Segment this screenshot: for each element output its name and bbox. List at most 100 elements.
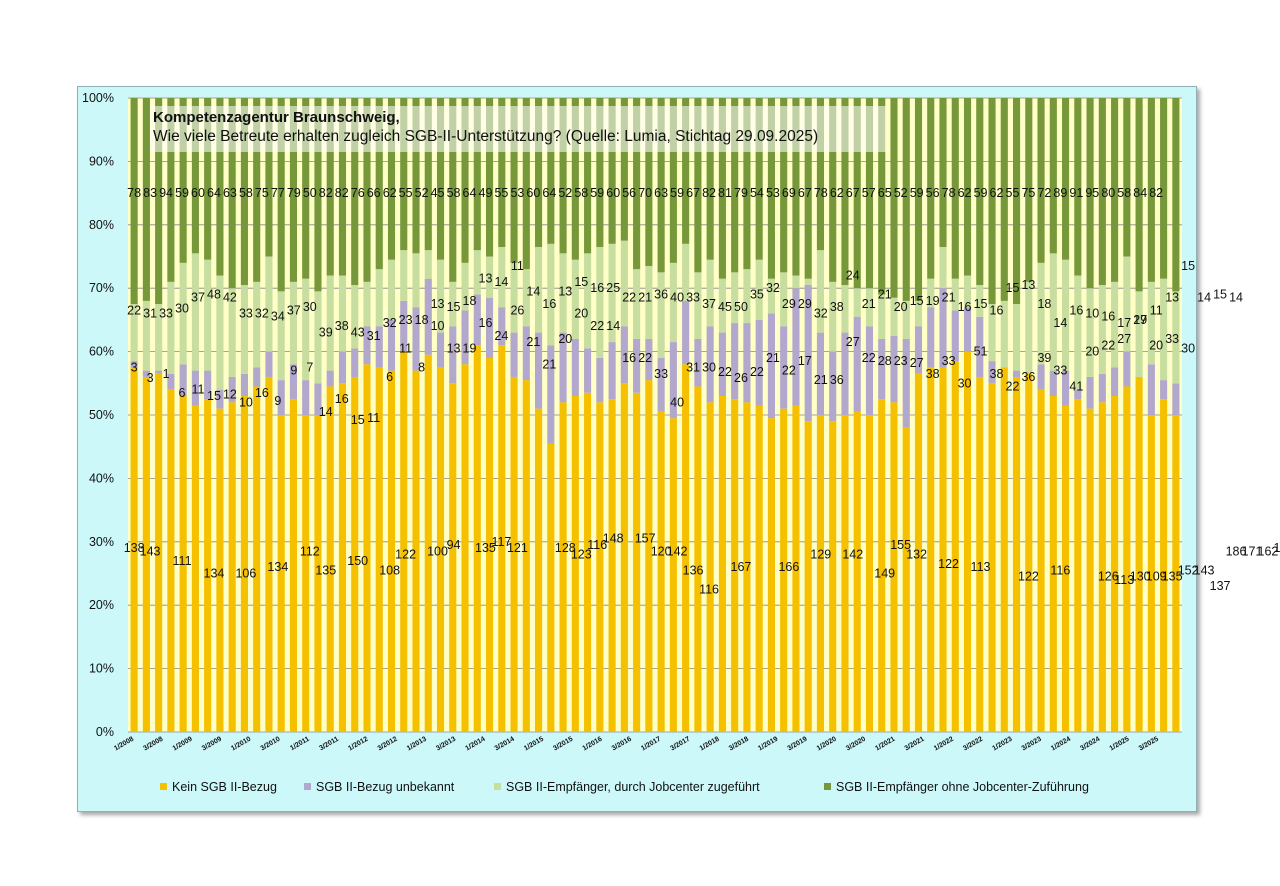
- bar-segment-ohne: [914, 98, 923, 301]
- data-label: 22: [1101, 338, 1115, 352]
- data-label: 15: [1181, 259, 1195, 273]
- data-label: 64: [207, 186, 221, 200]
- data-label: 83: [143, 186, 157, 200]
- bar-segment-jobcenter: [767, 278, 775, 314]
- bar-segment-jobcenter: [645, 266, 653, 339]
- y-tick-label: 50%: [89, 408, 114, 422]
- data-label: 20: [558, 332, 572, 346]
- bar-segment-jobcenter: [792, 275, 800, 289]
- bar-segment-ohne: [302, 98, 310, 279]
- bar-segment-jobcenter: [216, 275, 224, 390]
- bar-segment-kein: [559, 402, 567, 732]
- bar-segment-ohne: [130, 98, 138, 305]
- bar-segment-unbekannt: [608, 342, 616, 400]
- data-label: 21: [878, 288, 892, 302]
- data-label: 38: [335, 319, 349, 333]
- data-label: 23: [399, 313, 413, 327]
- bar-segment-kein: [289, 399, 298, 732]
- bar-segment-jobcenter: [461, 262, 469, 311]
- bar-segment-ohne: [1135, 98, 1143, 292]
- chart-subtitle: Wie viele Betreute erhalten zugleich SGB…: [153, 128, 819, 145]
- bar-segment-jobcenter: [976, 285, 984, 317]
- legend-item-unbekannt: SGB II-Bezug unbekannt: [304, 780, 454, 794]
- bar-segment-ohne: [498, 98, 506, 247]
- bar-segment-jobcenter: [1098, 285, 1106, 374]
- bar-segment-kein: [620, 383, 628, 732]
- bar-segment-jobcenter: [449, 281, 457, 327]
- bar-segment-ohne: [228, 98, 236, 289]
- bar-segment-kein: [878, 399, 886, 732]
- bar-segment-ohne: [633, 98, 641, 270]
- data-label: 135: [475, 541, 496, 555]
- data-label: 65: [878, 186, 892, 200]
- bar-segment-jobcenter: [1012, 304, 1021, 371]
- bar-segment-ohne: [363, 98, 371, 282]
- data-label: 129: [810, 547, 831, 561]
- bar-segment-unbekannt: [767, 313, 775, 419]
- bar-segment-ohne: [351, 98, 359, 286]
- bar-segment-jobcenter: [228, 288, 236, 377]
- bar-segment-kein: [216, 408, 224, 732]
- bar-segment-ohne: [669, 98, 677, 263]
- data-label: 54: [750, 186, 764, 200]
- bar-segment-kein: [731, 399, 739, 732]
- data-label: 22: [622, 291, 636, 305]
- bar-segment-unbekannt: [265, 351, 273, 377]
- bar-segment-ohne: [706, 98, 714, 260]
- bar-segment-unbekannt: [914, 326, 923, 374]
- bar-segment-unbekannt: [167, 373, 175, 390]
- data-label: 30: [702, 360, 716, 374]
- data-label: 37: [287, 303, 301, 317]
- bar-segment-unbekannt: [216, 389, 224, 409]
- bar-segment-jobcenter: [669, 262, 677, 343]
- bar-segment-unbekannt: [1074, 389, 1082, 400]
- bar-segment-jobcenter: [326, 275, 334, 371]
- data-label: 13: [558, 284, 572, 298]
- bar-segment-kein: [1049, 395, 1057, 732]
- data-label: 70: [638, 186, 652, 200]
- bar-segment-kein: [191, 405, 199, 732]
- bar-segment-unbekannt: [253, 367, 261, 387]
- data-label: 40: [670, 395, 684, 409]
- data-label: 13: [447, 341, 461, 355]
- bar-segment-ohne: [645, 98, 653, 267]
- bar-segment-unbekannt: [522, 326, 530, 381]
- bar-segment-unbekannt: [792, 288, 800, 406]
- bar-segment-kein: [1111, 395, 1119, 732]
- data-label: 76: [351, 186, 365, 200]
- data-label: 11: [367, 411, 380, 425]
- bar-segment-jobcenter: [865, 288, 874, 327]
- bar-segment-ohne: [1172, 98, 1180, 292]
- bar-segment-jobcenter: [302, 278, 310, 381]
- legend-swatch: [304, 783, 311, 790]
- data-label: 49: [479, 186, 493, 200]
- bar-segment-ohne: [1111, 98, 1119, 282]
- data-label: 6: [179, 386, 186, 400]
- bar-segment-ohne: [1098, 98, 1106, 286]
- bar-segment-unbekannt: [584, 348, 592, 393]
- bar-segment-kein: [1160, 399, 1168, 732]
- bar-segment-kein: [1037, 389, 1045, 732]
- bar-segment-unbekannt: [853, 316, 861, 412]
- data-label: 26: [510, 303, 524, 317]
- data-label: 135: [1162, 570, 1183, 584]
- bar-segment-ohne: [767, 98, 775, 279]
- x-tick-label: 1/2021: [874, 736, 896, 753]
- data-label: 62: [383, 186, 397, 200]
- bar-segment-unbekannt: [976, 316, 984, 377]
- bar-segment-ohne: [289, 98, 298, 282]
- data-label: 10: [1085, 307, 1099, 321]
- x-tick-label: 1/2022: [933, 736, 955, 753]
- data-label: 59: [670, 186, 684, 200]
- data-label: 78: [942, 186, 956, 200]
- bar-segment-ohne: [988, 98, 996, 305]
- data-label: 33: [1165, 332, 1179, 346]
- bar-segment-jobcenter: [338, 275, 347, 352]
- data-label: 39: [319, 326, 333, 340]
- bar-segment-unbekannt: [485, 297, 494, 358]
- data-label: 59: [974, 186, 988, 200]
- data-label: 113: [971, 560, 991, 574]
- data-label: 52: [415, 186, 429, 200]
- bar-segment-unbekannt: [829, 351, 837, 422]
- x-tick-label: 1/2023: [991, 736, 1013, 753]
